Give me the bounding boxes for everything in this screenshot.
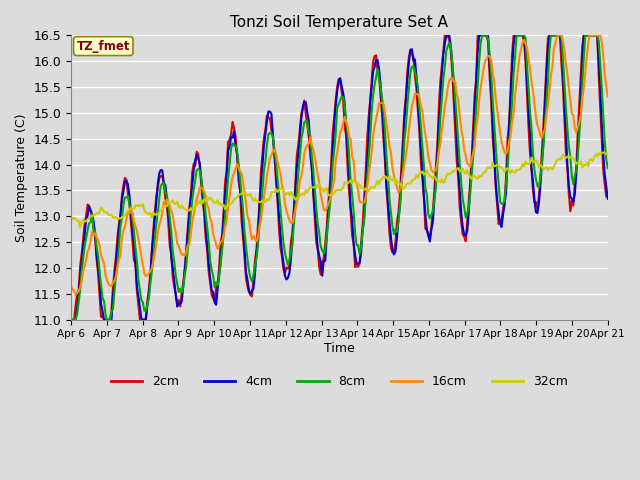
4cm xyxy=(302,99,310,105)
2cm xyxy=(575,101,583,107)
2cm xyxy=(133,288,141,294)
2cm xyxy=(302,111,310,117)
32cm xyxy=(67,214,75,219)
8cm xyxy=(133,258,141,264)
8cm xyxy=(478,33,486,38)
4cm xyxy=(67,317,75,323)
Text: TZ_fmet: TZ_fmet xyxy=(77,39,130,53)
32cm xyxy=(228,200,236,205)
32cm xyxy=(134,204,142,209)
16cm xyxy=(228,174,236,180)
2cm xyxy=(245,289,253,295)
2cm xyxy=(67,317,75,323)
4cm xyxy=(442,33,450,38)
4cm xyxy=(245,288,253,294)
16cm xyxy=(303,142,311,148)
4cm xyxy=(604,196,612,202)
32cm xyxy=(604,151,612,157)
8cm xyxy=(67,317,75,323)
Line: 32cm: 32cm xyxy=(71,153,608,227)
32cm xyxy=(255,199,263,205)
4cm xyxy=(254,239,262,245)
32cm xyxy=(76,224,84,230)
X-axis label: Time: Time xyxy=(324,342,355,355)
8cm xyxy=(604,165,612,171)
Legend: 2cm, 4cm, 8cm, 16cm, 32cm: 2cm, 4cm, 8cm, 16cm, 32cm xyxy=(106,370,573,393)
Line: 8cm: 8cm xyxy=(71,36,608,320)
16cm xyxy=(255,224,263,229)
Y-axis label: Soil Temperature (C): Soil Temperature (C) xyxy=(15,113,28,242)
Line: 2cm: 2cm xyxy=(71,36,608,320)
8cm xyxy=(227,145,235,151)
16cm xyxy=(577,112,584,118)
8cm xyxy=(302,118,310,124)
2cm xyxy=(441,33,449,38)
2cm xyxy=(604,193,612,199)
Title: Tonzi Soil Temperature Set A: Tonzi Soil Temperature Set A xyxy=(230,15,449,30)
32cm xyxy=(246,191,254,197)
32cm xyxy=(600,150,607,156)
16cm xyxy=(246,228,254,234)
Line: 16cm: 16cm xyxy=(71,36,608,295)
Line: 4cm: 4cm xyxy=(71,36,608,320)
16cm xyxy=(554,33,562,38)
32cm xyxy=(575,161,583,167)
16cm xyxy=(72,292,79,298)
8cm xyxy=(254,242,262,248)
4cm xyxy=(227,134,235,140)
8cm xyxy=(245,268,253,274)
32cm xyxy=(303,190,311,195)
2cm xyxy=(254,223,262,228)
4cm xyxy=(575,124,583,130)
8cm xyxy=(575,132,583,137)
4cm xyxy=(133,284,141,290)
16cm xyxy=(67,283,75,289)
2cm xyxy=(227,132,235,137)
16cm xyxy=(134,237,142,242)
16cm xyxy=(604,94,612,99)
